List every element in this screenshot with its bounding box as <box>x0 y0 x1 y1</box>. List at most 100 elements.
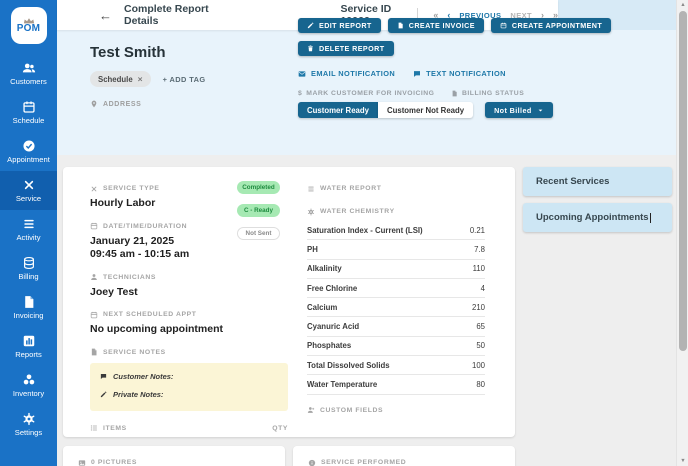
address-row: ADDRESS <box>90 100 205 108</box>
water-param-name: Total Dissolved Solids <box>307 360 390 370</box>
sidebar-item-service[interactable]: Service <box>0 171 57 210</box>
prev-arrow-button[interactable]: ‹ <box>447 10 451 20</box>
sidebar-item-invoicing[interactable]: Invoicing <box>0 288 57 327</box>
plus-icon: + <box>162 74 168 84</box>
status-badge: Completed <box>237 181 280 194</box>
primary-actions-row: EDIT REPORT CREATE INVOICE CREATE APPOIN… <box>298 18 612 33</box>
water-chemistry-row: Total Dissolved Solids 100 <box>307 356 485 376</box>
billing-status-dropdown[interactable]: Not Billed <box>485 102 553 118</box>
email-notification-button[interactable]: EMAIL NOTIFICATION <box>298 69 395 78</box>
scroll-down-arrow-icon[interactable]: ▼ <box>680 458 686 464</box>
items-label: ITEMS <box>90 424 127 433</box>
customer-ready-toggle[interactable]: Customer Ready <box>298 102 378 118</box>
water-chemistry-row: Calcium 210 <box>307 298 485 318</box>
pictures-card: 0 PICTURES <box>63 446 285 466</box>
person-plus-icon <box>307 406 315 414</box>
sidebar-item-label: Activity <box>16 233 41 243</box>
image-icon <box>78 459 86 466</box>
water-report-label: WATER REPORT <box>307 184 485 193</box>
create-invoice-button[interactable]: CREATE INVOICE <box>387 18 484 33</box>
scrollbar-thumb[interactable] <box>679 11 687 351</box>
customer-not-ready-toggle[interactable]: Customer Not Ready <box>377 102 474 118</box>
sidebar-item-activity[interactable]: Activity <box>0 210 57 249</box>
service-details-column: SERVICE TYPE Hourly Labor Completed C - … <box>63 167 290 437</box>
chevron-down-icon <box>537 107 544 114</box>
sidebar-item-label: Inventory <box>12 389 45 399</box>
technicians-label: TECHNICIANS <box>90 273 290 282</box>
next-button[interactable]: NEXT <box>510 10 532 20</box>
sidebar-item-inventory[interactable]: Inventory <box>0 366 57 405</box>
mark-customer-label: $ MARK CUSTOMER FOR INVOICING <box>298 90 435 97</box>
calendar-icon <box>90 311 98 319</box>
first-page-button[interactable]: « <box>433 10 439 20</box>
water-param-name: Water Temperature <box>307 380 378 390</box>
list-icon <box>90 424 98 432</box>
technicians-value: Joey Test <box>90 285 138 298</box>
text-cursor <box>649 212 651 223</box>
recent-services-label: Recent Services <box>536 176 610 187</box>
trash-icon <box>307 45 314 52</box>
water-chemistry-row: Alkalinity 110 <box>307 260 485 279</box>
add-tag-button[interactable]: + ADD TAG <box>162 74 206 84</box>
water-report-column: WATER REPORT WATER CHEMISTRY Saturation … <box>290 167 515 437</box>
sidebar-item-label: Settings <box>14 428 43 438</box>
service-type-label: SERVICE TYPE <box>90 184 290 193</box>
water-chemistry-table: Saturation Index - Current (LSI) 0.21 PH… <box>307 221 485 395</box>
sidebar-item-label: Customers <box>10 77 47 87</box>
invoicing-labels-row: $ MARK CUSTOMER FOR INVOICING BILLING ST… <box>298 90 611 97</box>
custom-fields-label: CUSTOM FIELDS <box>307 406 485 415</box>
sidebar-item-schedule[interactable]: Schedule <box>0 93 57 132</box>
customer-tag[interactable]: Schedule × <box>90 71 151 87</box>
info-icon <box>308 459 316 466</box>
scroll-up-arrow-icon[interactable]: ▲ <box>680 2 686 8</box>
datetime-value: January 21, 2025 09:45 am - 10:15 am <box>90 235 290 262</box>
sidebar-item-settings[interactable]: Settings <box>0 405 57 444</box>
water-param-value: 50 <box>476 341 485 351</box>
menu-lines-icon <box>307 185 315 193</box>
map-pin-icon <box>90 100 98 108</box>
service-report-card: SERVICE TYPE Hourly Labor Completed C - … <box>63 167 515 437</box>
water-param-name: Alkalinity <box>307 264 342 274</box>
people-icon <box>22 61 36 75</box>
chat-icon <box>100 373 107 380</box>
water-param-name: Cyanuric Acid <box>307 322 360 332</box>
delete-report-button[interactable]: DELETE REPORT <box>298 41 394 56</box>
water-chemistry-row: Water Temperature 80 <box>307 375 485 395</box>
water-param-name: Free Chlorine <box>307 283 358 293</box>
recent-services-card[interactable]: Recent Services <box>523 167 672 196</box>
sidebar: POM Customers Schedule Appointment Servi… <box>0 0 57 466</box>
create-appointment-button[interactable]: CREATE APPOINTMENT <box>490 18 612 33</box>
mail-icon <box>298 70 306 78</box>
sidebar-item-appointment[interactable]: Appointment <box>0 132 57 171</box>
previous-button[interactable]: PREVIOUS <box>459 10 502 20</box>
status-badge: C - Ready <box>237 204 280 217</box>
sidebar-item-label: Billing <box>18 272 39 282</box>
edit-report-button[interactable]: EDIT REPORT <box>298 18 381 33</box>
water-param-value: 110 <box>472 264 485 274</box>
calendar-icon <box>22 100 36 114</box>
next-arrow-button[interactable]: › <box>540 10 544 20</box>
sidebar-item-label: Appointment <box>7 155 50 165</box>
page-title: Complete Report Details <box>124 3 209 27</box>
service-time: 09:45 am - 10:15 am <box>90 248 190 260</box>
sidebar-item-customers[interactable]: Customers <box>0 54 57 93</box>
back-button[interactable]: ← <box>99 7 112 23</box>
water-chemistry-row: Saturation Index - Current (LSI) 0.21 <box>307 221 485 241</box>
water-param-value: 210 <box>471 302 485 312</box>
upcoming-appointments-card[interactable]: Upcoming Appointments <box>523 203 672 232</box>
sidebar-item-billing[interactable]: Billing <box>0 249 57 288</box>
upcoming-appointments-label: Upcoming Appointments <box>536 212 649 223</box>
water-chemistry-row: Phosphates 50 <box>307 337 485 357</box>
tag-remove-icon[interactable]: × <box>137 74 143 84</box>
sidebar-item-reports[interactable]: Reports <box>0 327 57 366</box>
coins-icon <box>22 256 36 270</box>
service-notes-label: SERVICE NOTES <box>90 348 290 357</box>
vertical-scrollbar[interactable]: ▲ ▼ <box>676 0 688 466</box>
pom-logo[interactable]: POM <box>10 7 47 44</box>
service-type-value: Hourly Labor <box>90 197 156 209</box>
private-notes-row: Private Notes: <box>100 390 278 399</box>
text-notification-button[interactable]: TEXT NOTIFICATION <box>413 69 506 78</box>
pencil-icon <box>307 22 314 29</box>
last-page-button[interactable]: » <box>552 10 558 20</box>
